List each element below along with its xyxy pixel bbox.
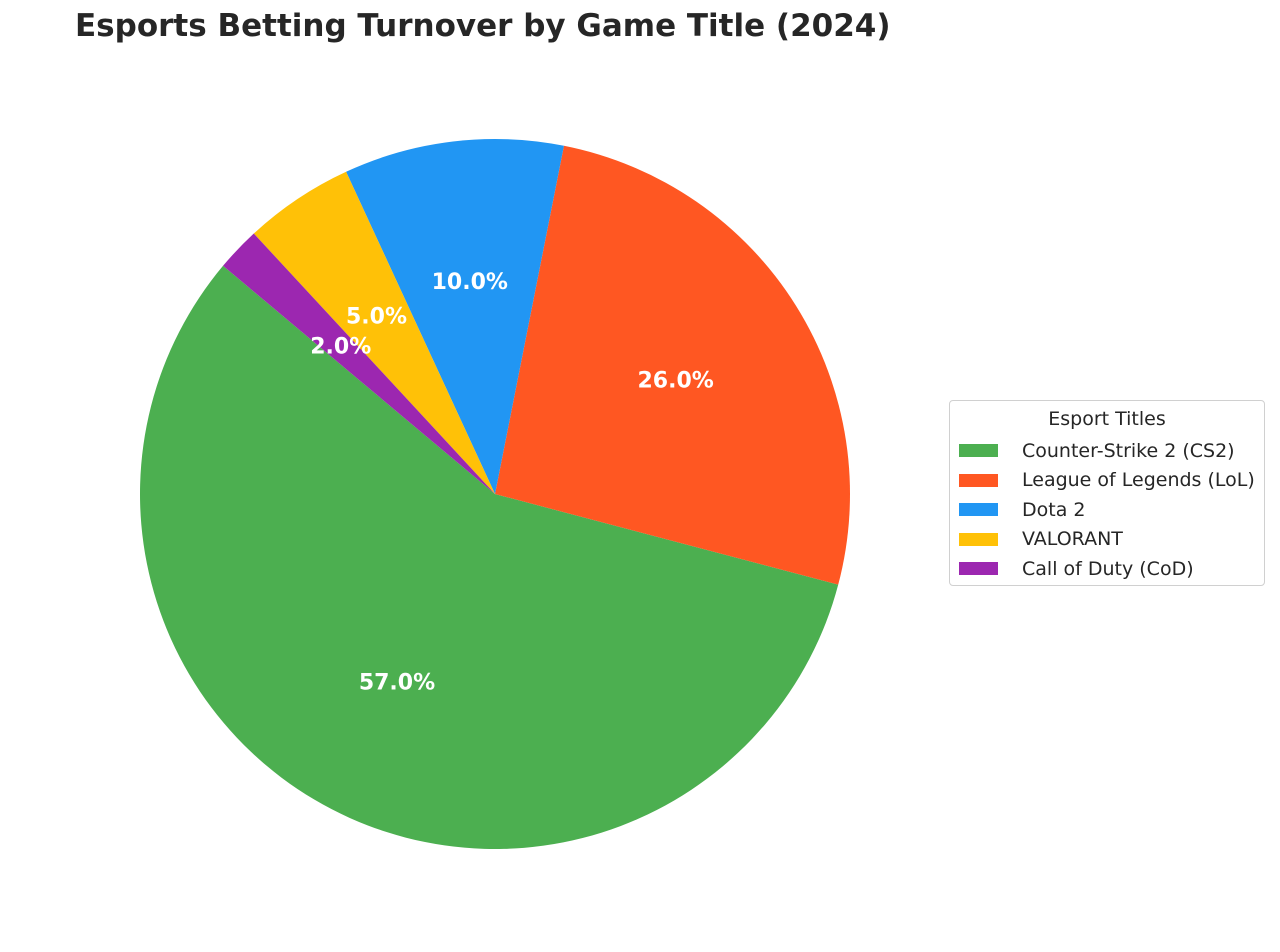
legend-item: Counter-Strike 2 (CS2) (959, 436, 1264, 466)
legend-swatch (959, 503, 998, 517)
legend-label: League of Legends (LoL) (1022, 469, 1255, 492)
pie-slice-1 (495, 145, 850, 585)
legend-item: League of Legends (LoL) (959, 466, 1264, 496)
legend-item: VALORANT (959, 525, 1264, 555)
legend-label: VALORANT (1022, 528, 1123, 551)
legend-title: Esport Titles (1048, 408, 1166, 430)
slice-label: 2.0% (310, 335, 371, 360)
pie-chart: 57.0% 26.0% 10.0% 5.0% 2.0% (139, 139, 850, 850)
legend-label: Dota 2 (1022, 498, 1086, 521)
chart-title: Esports Betting Turnover by Game Title (… (75, 8, 891, 44)
slice-label: 10.0% (432, 270, 508, 295)
slice-label: 5.0% (346, 305, 407, 330)
legend-item: Dota 2 (959, 495, 1264, 525)
legend-swatch (959, 473, 998, 487)
legend-swatch (959, 562, 998, 576)
legend: Esport Titles Counter-Strike 2 (CS2) Leag… (949, 400, 1265, 586)
pie-slice-2 (346, 139, 564, 494)
pie-slice-3 (253, 171, 495, 494)
pie-slice-4 (223, 233, 495, 495)
legend-swatch (959, 444, 998, 458)
slice-label: 57.0% (359, 671, 435, 696)
legend-label: Counter-Strike 2 (CS2) (1022, 439, 1235, 462)
slice-label: 26.0% (637, 369, 713, 394)
legend-item: Call of Duty (CoD) (959, 554, 1264, 584)
legend-swatch (959, 532, 998, 546)
legend-label: Call of Duty (CoD) (1022, 557, 1194, 580)
pie-slice-0 (139, 265, 839, 850)
